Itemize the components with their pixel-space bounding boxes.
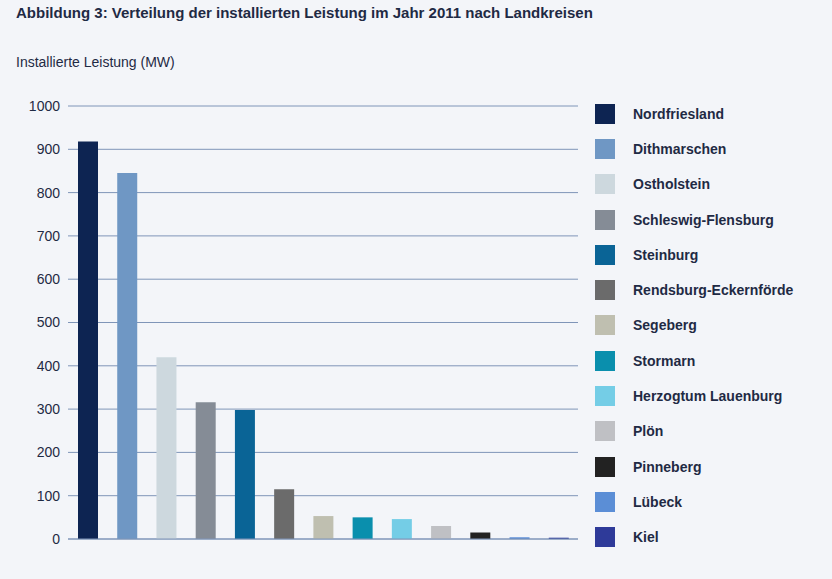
svg-text:700: 700 — [37, 228, 61, 244]
svg-text:1000: 1000 — [29, 98, 60, 114]
svg-text:200: 200 — [37, 444, 61, 460]
svg-text:500: 500 — [37, 314, 61, 330]
html-text:Steinburg: Steinburg — [633, 246, 699, 263]
svg-text:900: 900 — [37, 141, 61, 157]
html-text:Abbildung 3: Verteilung der in: Abbildung 3: Verteilung der installierte… — [16, 4, 593, 21]
svg-text:600: 600 — [37, 271, 61, 287]
html-text:Ostholstein: Ostholstein — [633, 176, 710, 193]
svg-text:100: 100 — [37, 488, 61, 504]
svg-text:400: 400 — [37, 358, 61, 374]
svg-text:300: 300 — [37, 401, 61, 417]
html-text:Segeberg: Segeberg — [633, 317, 697, 334]
html-text:Dithmarschen: Dithmarschen — [633, 140, 727, 157]
html-text:Stormarn: Stormarn — [633, 352, 696, 369]
html-text:Plön: Plön — [633, 423, 664, 440]
html-text:Rendsburg-Eckernförde: Rendsburg-Eckernförde — [633, 282, 794, 299]
html-text:Kiel: Kiel — [633, 529, 659, 546]
html-text:Pinneberg: Pinneberg — [633, 458, 702, 475]
html-text:Lübeck: Lübeck — [633, 493, 682, 510]
html-text:Nordfriesland: Nordfriesland — [633, 105, 724, 122]
html-text:Installierte Leistung (MW): Installierte Leistung (MW) — [16, 54, 175, 70]
svg-text:0: 0 — [52, 531, 60, 547]
html-text:Herzogtum Lauenburg: Herzogtum Lauenburg — [633, 388, 783, 404]
svg-text:800: 800 — [37, 185, 61, 201]
html-text:Schleswig-Flensburg: Schleswig-Flensburg — [633, 211, 774, 228]
